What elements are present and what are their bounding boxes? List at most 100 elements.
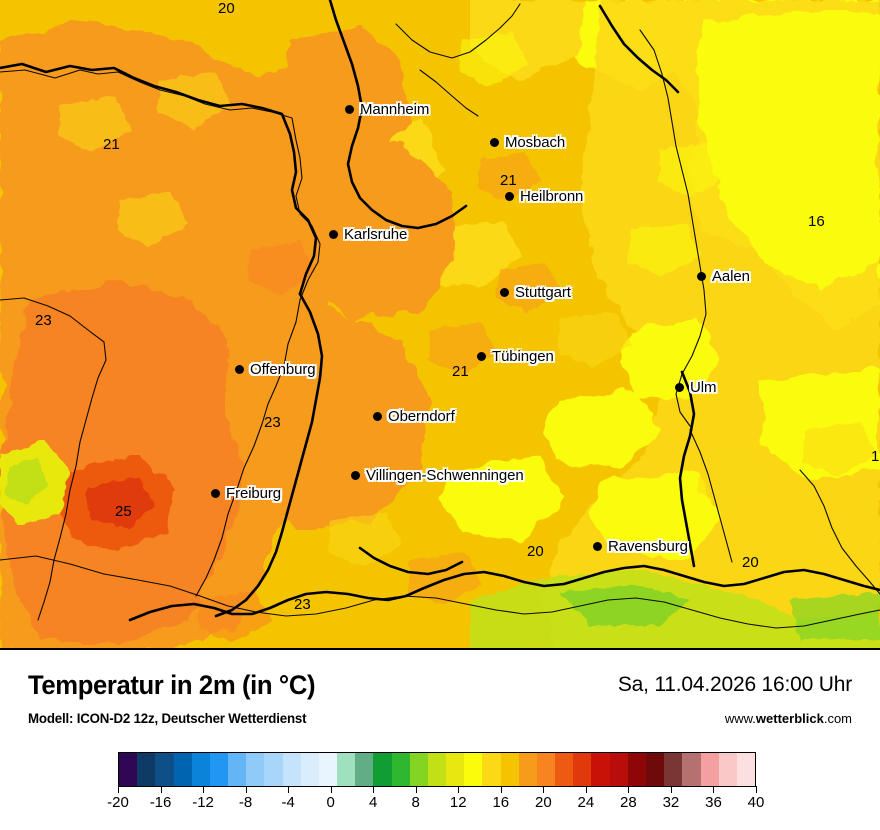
contour-label: 20 [742,554,759,571]
city-dot-icon [477,352,486,361]
legend-tick-label: 40 [747,794,765,811]
legend-swatch [482,753,501,786]
color-legend[interactable]: -20 -16 -12 -8 -4 0 4 8 12 16 20 24 28 32 36 40 [0,752,880,830]
legend-tick [458,786,460,793]
city-marker-mosbach[interactable]: Mosbach [490,134,565,151]
legend-tick [670,786,672,793]
map-raster [0,0,880,648]
city-label: Aalen [712,268,750,285]
city-marker-ravensburg[interactable]: Ravensburg [593,538,688,555]
legend-tick-label: 16 [492,794,510,811]
city-marker-aalen[interactable]: Aalen [697,268,750,285]
legend-tick-label: 4 [369,794,378,811]
city-label: Karlsruhe [344,226,408,243]
legend-tick [245,786,247,793]
contour-label: 23 [264,414,281,431]
city-label: Villingen-Schwenningen [366,467,524,484]
legend-swatch [246,753,265,786]
city-marker-ulm[interactable]: Ulm [675,379,716,396]
city-dot-icon [329,230,338,239]
contour-label: 25 [115,503,132,520]
legend-tick-labels: -20 -16 -12 -8 -4 0 4 8 12 16 20 24 28 32 36 40 [0,794,880,818]
legend-swatch [228,753,247,786]
legend-swatch [664,753,683,786]
legend-swatch [555,753,574,786]
city-dot-icon [235,365,244,374]
legend-tick [118,786,119,793]
contour-label: 21 [103,136,120,153]
legend-tick [203,786,205,793]
legend-tick [543,786,545,793]
site-url-brand: wetterblick [755,711,824,726]
model-subtitle: Modell: ICON-D2 12z, Deutscher Wetterdie… [28,710,307,726]
city-dot-icon [697,272,706,281]
legend-swatch [645,753,665,786]
legend-swatch [355,753,374,786]
legend-swatch [282,753,301,786]
legend-swatch [391,753,410,786]
legend-tick-label: 28 [620,794,637,811]
city-marker-stuttgart[interactable]: Stuttgart [500,284,571,301]
legend-tick [288,786,290,793]
legend-swatch [155,753,174,786]
city-dot-icon [211,489,220,498]
legend-tick-label: -4 [281,794,295,811]
legend-swatch [209,753,229,786]
city-marker-tuebingen[interactable]: Tübingen [477,348,554,365]
city-dot-icon [351,471,360,480]
legend-swatch [173,753,192,786]
legend-swatch [500,753,519,786]
site-url-prefix: www. [724,711,756,726]
legend-swatch [627,753,646,786]
legend-tick [713,786,715,793]
contour-label: 20 [218,0,235,17]
legend-tick [160,786,162,793]
legend-tick-label: 0 [326,794,335,811]
city-dot-icon [593,542,602,551]
temperature-map[interactable]: 20 21 16 21 23 21 23 1 25 20 20 23 Mannh… [0,0,880,650]
legend-tick-label: -16 [149,794,172,811]
site-url: www.wetterblick.com [725,711,852,726]
legend-swatch [191,753,210,786]
city-marker-oberndorf[interactable]: Oberndorf [373,408,455,425]
contour-label: 1 [871,448,880,465]
city-dot-icon [505,192,514,201]
city-label: Ravensburg [608,538,688,555]
legend-tick-label: 20 [534,794,552,811]
contour-label: 23 [35,312,52,329]
city-marker-karlsruhe[interactable]: Karlsruhe [329,226,407,243]
city-dot-icon [675,383,684,392]
city-marker-offenburg[interactable]: Offenburg [235,361,316,378]
legend-color-bar [118,752,756,787]
city-label: Oberndorf [388,408,455,425]
city-label: Freiburg [226,485,282,502]
city-dot-icon [345,105,354,114]
legend-swatch [464,753,483,786]
site-url-suffix: .com [823,711,852,726]
contour-label: 20 [527,543,544,560]
legend-swatch [591,753,610,786]
city-label: Stuttgart [515,284,571,301]
city-dot-icon [490,138,499,147]
legend-swatch [609,753,628,786]
legend-swatch [700,753,719,786]
legend-swatch [446,753,465,786]
legend-swatch [736,753,756,786]
city-marker-mannheim[interactable]: Mannheim [345,101,429,118]
city-marker-villingen-schwenningen[interactable]: Villingen-Schwenningen [351,467,524,484]
legend-tick-label: 24 [577,794,595,811]
legend-swatch [573,753,592,786]
city-label: Heilbronn [520,188,584,205]
legend-swatch [518,753,537,786]
legend-swatch [373,753,392,786]
city-label: Offenburg [250,361,316,378]
city-dot-icon [373,412,382,421]
city-marker-freiburg[interactable]: Freiburg [211,485,281,502]
forecast-datetime: Sa, 11.04.2026 16:00 Uhr [617,673,852,696]
city-dot-icon [500,288,509,297]
page-title: Temperatur in 2m (in °C) [28,670,316,700]
city-label: Mannheim [360,101,430,118]
city-marker-heilbronn[interactable]: Heilbronn [505,188,583,205]
legend-tick-label: -12 [192,794,214,811]
